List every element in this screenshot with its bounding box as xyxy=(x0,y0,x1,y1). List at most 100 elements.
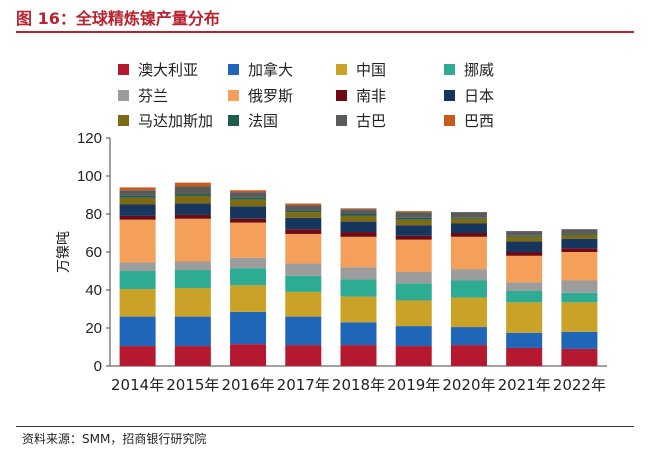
bar-segment xyxy=(340,345,377,366)
legend-swatch xyxy=(336,115,347,126)
x-tick-label: 2016年 xyxy=(221,376,274,394)
y-tick-label: 20 xyxy=(85,320,102,337)
bar-segment xyxy=(285,263,322,276)
bar-segment xyxy=(119,219,156,263)
legend-label: 俄罗斯 xyxy=(248,87,293,105)
bar-segment xyxy=(506,252,543,256)
bar-segment xyxy=(561,302,598,332)
legend-label: 法国 xyxy=(248,112,278,130)
x-tick-label: 2021年 xyxy=(498,376,551,394)
bar-segment xyxy=(174,346,211,366)
bar-segment xyxy=(230,199,267,207)
bar-segment xyxy=(174,214,211,219)
bar-segment xyxy=(340,236,377,268)
legend-swatch xyxy=(444,115,455,126)
y-tick-label: 60 xyxy=(85,244,102,261)
bar-segment xyxy=(340,209,377,214)
bar-segment xyxy=(119,195,156,198)
bar-segment xyxy=(174,261,211,271)
bar-segment xyxy=(395,219,432,226)
bar-segment xyxy=(285,233,322,264)
bar-segment xyxy=(230,218,267,223)
bar-segment xyxy=(230,190,267,193)
bar-segment xyxy=(450,269,487,281)
y-tick-label: 0 xyxy=(94,358,102,375)
bar-segment xyxy=(285,210,322,213)
bar-segment xyxy=(285,217,322,230)
bar-segment xyxy=(285,212,322,218)
bar-segment xyxy=(561,233,598,235)
legend-label: 澳大利亚 xyxy=(138,61,198,79)
bar-segment xyxy=(561,280,598,293)
bar-segment xyxy=(230,285,267,312)
bar-segment xyxy=(450,223,487,233)
bar-segment xyxy=(119,190,156,196)
bar-segment xyxy=(119,215,156,220)
legend-swatch xyxy=(444,90,455,101)
bar-segment xyxy=(506,302,543,333)
bar-segment xyxy=(119,197,156,205)
legend-label: 马达加斯加 xyxy=(138,112,213,130)
bar-segment xyxy=(340,208,377,210)
bar-segment xyxy=(285,205,322,211)
bar-segment xyxy=(119,204,156,216)
bar-segment xyxy=(395,346,432,366)
legend-swatch xyxy=(118,64,129,75)
bar-segment xyxy=(230,222,267,258)
bar-segment xyxy=(340,214,377,216)
source-note: 资料来源：SMM，招商银行研究院 xyxy=(22,432,207,446)
bar-segment xyxy=(506,255,543,283)
bar-segment xyxy=(119,271,156,290)
x-tick-label: 2017年 xyxy=(277,376,330,394)
legend-label: 中国 xyxy=(356,61,386,79)
bar-segment xyxy=(561,252,598,281)
legend-label: 芬兰 xyxy=(138,87,168,105)
bar-segment xyxy=(561,238,598,249)
bar-segment xyxy=(230,206,267,219)
figure-title: 图 16：全球精炼镍产量分布 xyxy=(16,9,220,28)
bar-segment xyxy=(506,332,543,348)
bar-segment xyxy=(119,316,156,347)
bar-segment xyxy=(450,233,487,237)
bar-segment xyxy=(285,203,322,206)
bar-segment xyxy=(506,236,543,242)
bar-segment xyxy=(119,262,156,271)
bar-segment xyxy=(450,327,487,346)
bar-segment xyxy=(119,346,156,366)
bar-segment xyxy=(174,186,211,195)
bar-segment xyxy=(119,187,156,191)
bar-segment xyxy=(506,241,543,252)
bar-segment xyxy=(395,239,432,272)
bar-segment xyxy=(450,217,487,219)
bar-segment xyxy=(506,235,543,237)
y-axis-label: 万镍吨 xyxy=(56,231,72,273)
legend-swatch xyxy=(336,64,347,75)
chart-axes: 0 20 40 60 80 100 120 2014年 2015年 2016年 2017年 2018年… xyxy=(77,130,607,394)
x-tick-label: 2018年 xyxy=(332,376,385,394)
bar-segment xyxy=(340,296,377,323)
bar-segment xyxy=(285,229,322,234)
legend-label: 挪威 xyxy=(464,61,494,79)
legend-label: 南非 xyxy=(356,87,386,105)
bar-segment xyxy=(395,217,432,220)
bar-segment xyxy=(285,345,322,366)
bar-segment xyxy=(395,211,432,213)
bar-segment xyxy=(230,257,267,269)
legend-swatch xyxy=(228,64,239,75)
bar-segment xyxy=(506,282,543,291)
bar-segment xyxy=(340,232,377,237)
bar-segment xyxy=(174,218,211,262)
legend-swatch xyxy=(118,115,129,126)
legend-label: 巴西 xyxy=(464,112,494,130)
legend-swatch xyxy=(228,90,239,101)
bar-segment xyxy=(450,212,487,218)
bar-segment xyxy=(450,297,487,328)
bar-segment xyxy=(395,225,432,236)
bar-segment xyxy=(450,345,487,366)
bar-segment xyxy=(174,203,211,215)
bar-segment xyxy=(561,348,598,366)
bar-segment xyxy=(450,218,487,224)
y-tick-label: 80 xyxy=(85,206,102,223)
